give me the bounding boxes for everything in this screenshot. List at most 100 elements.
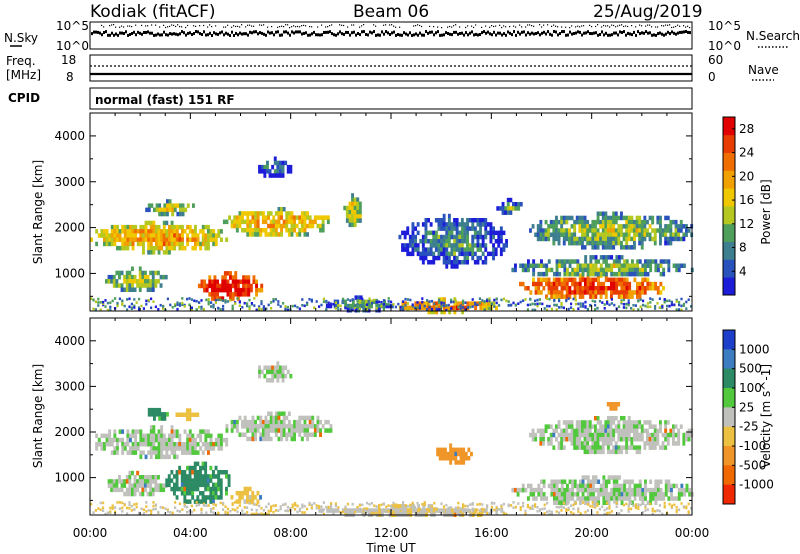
- data-cell: [358, 210, 362, 215]
- data-cell: [404, 508, 408, 513]
- data-cell: [644, 496, 647, 501]
- speckle-cell: [368, 308, 371, 312]
- speckle-cell: [308, 503, 311, 506]
- data-cell: [568, 259, 572, 264]
- data-cell: [345, 218, 349, 223]
- data-cell: [123, 279, 127, 284]
- data-cell: [562, 219, 566, 225]
- search-noise-sample: [123, 26, 125, 28]
- data-cell: [555, 286, 559, 291]
- data-cell: [445, 260, 449, 265]
- noise-sample: [511, 33, 513, 37]
- data-cell: [473, 234, 477, 240]
- data-cell: [607, 479, 611, 484]
- noise-sample: [201, 33, 203, 36]
- data-cell: [235, 219, 239, 225]
- data-cell: [249, 287, 253, 293]
- data-cell: [654, 487, 658, 493]
- data-cell: [484, 234, 488, 240]
- data-cell: [173, 224, 177, 230]
- data-cell: [183, 450, 187, 455]
- speckle-cell: [284, 502, 287, 506]
- data-cell: [201, 465, 205, 471]
- data-cell: [248, 419, 252, 425]
- data-region: [436, 443, 473, 465]
- data-cell: [112, 487, 116, 493]
- data-cell: [630, 437, 634, 442]
- data-cell: [620, 240, 623, 246]
- data-cell: [466, 251, 469, 257]
- data-cell: [555, 487, 559, 493]
- noise-sample: [325, 30, 327, 34]
- data-cell: [274, 411, 278, 416]
- data-cell: [441, 451, 445, 457]
- speckle-cell: [231, 304, 234, 308]
- data-cell: [254, 419, 257, 425]
- data-cell: [133, 287, 137, 292]
- data-cell: [351, 193, 354, 198]
- noise-sample: [667, 30, 669, 34]
- data-cell: [354, 295, 358, 300]
- data-cell: [131, 245, 135, 251]
- data-cell: [186, 478, 189, 483]
- data-cell: [532, 259, 536, 264]
- speckle-cell: [490, 302, 493, 306]
- data-cell: [183, 499, 187, 504]
- data-cell: [133, 483, 137, 488]
- data-cell: [596, 445, 600, 450]
- data-cell: [175, 446, 179, 451]
- noise-sample: [481, 31, 483, 35]
- data-cell: [272, 419, 276, 425]
- speckle-cell: [104, 512, 107, 516]
- speckle-cell: [109, 506, 112, 510]
- data-cell: [614, 232, 618, 237]
- data-cell: [672, 428, 675, 434]
- data-cell: [674, 441, 678, 446]
- data-cell: [151, 487, 155, 493]
- data-cell: [677, 492, 681, 497]
- data-cell: [113, 241, 117, 247]
- data-cell: [260, 164, 264, 170]
- data-cell: [266, 369, 269, 375]
- data-cell: [168, 224, 171, 230]
- data-cell: [162, 237, 166, 242]
- search-noise-sample: [467, 25, 469, 27]
- data-cell: [620, 294, 624, 299]
- data-cell: [306, 211, 309, 216]
- data-cell: [411, 305, 415, 311]
- data-cell: [570, 240, 574, 246]
- noise-sample: [275, 30, 277, 34]
- speckle-cell: [121, 510, 124, 513]
- data-cell: [409, 504, 413, 509]
- colorbar-segment: [723, 484, 735, 505]
- data-cell: [575, 219, 579, 225]
- search-noise-sample: [473, 26, 475, 29]
- noise-sample: [249, 30, 251, 34]
- data-cell: [246, 419, 250, 425]
- data-cell: [236, 283, 240, 289]
- data-cell: [196, 237, 200, 242]
- data-cell: [440, 239, 443, 244]
- speckle-cell: [366, 303, 369, 306]
- speckle-cell: [426, 299, 429, 302]
- data-cell: [614, 449, 618, 455]
- data-cell: [489, 226, 493, 231]
- data-cell: [539, 432, 543, 438]
- data-cell: [131, 233, 135, 238]
- data-cell: [579, 479, 582, 484]
- data-cell: [666, 432, 670, 438]
- data-cell: [570, 215, 574, 221]
- data-cell: [594, 416, 597, 421]
- noise-sample: [381, 30, 383, 34]
- noise-sample: [435, 31, 437, 35]
- data-cell: [131, 446, 135, 451]
- data-cell: [466, 222, 469, 227]
- data-cell: [589, 286, 593, 291]
- data-cell: [568, 277, 572, 283]
- speckle-cell: [363, 509, 366, 512]
- noise-sample: [299, 30, 301, 34]
- speckle-cell: [356, 506, 359, 509]
- data-cell: [329, 428, 333, 433]
- data-cell: [646, 437, 649, 442]
- search-noise-sample: [481, 26, 483, 28]
